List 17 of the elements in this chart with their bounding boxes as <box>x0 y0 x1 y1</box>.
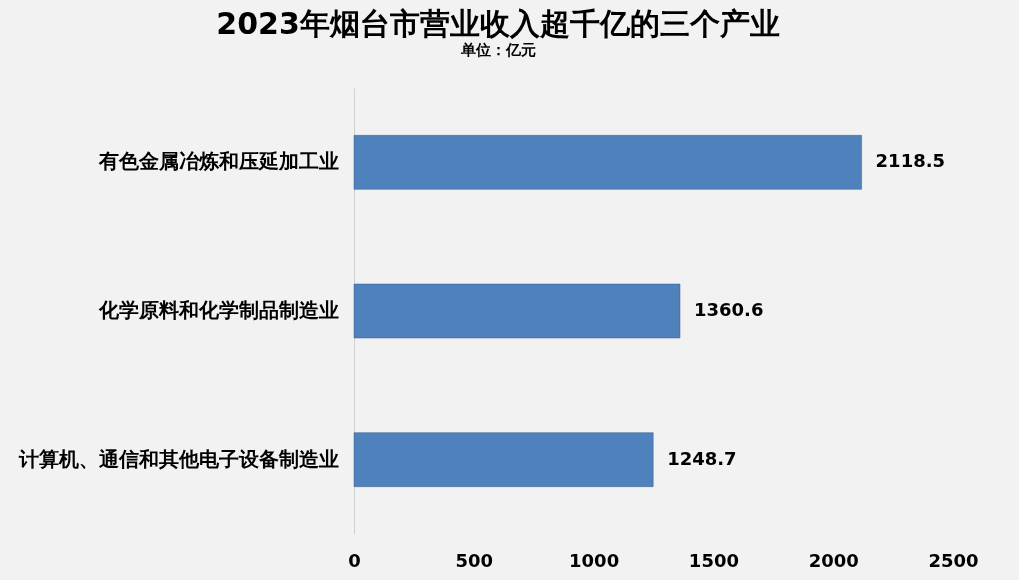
x-tick-label: 1000 <box>569 549 620 571</box>
chart-title: 2023年烟台市营业收入超千亿的三个产业 <box>216 6 780 41</box>
bar <box>353 432 654 487</box>
bar <box>353 135 862 190</box>
x-tick-label: 500 <box>455 549 494 571</box>
data-label: 2118.5 <box>875 150 946 172</box>
x-tick-label: 0 <box>348 549 361 571</box>
x-tick-label: 2000 <box>808 549 859 571</box>
x-tick-label: 1500 <box>688 549 739 571</box>
data-label: 1360.6 <box>694 299 764 320</box>
data-label: 1248.7 <box>667 447 737 469</box>
y-tick-label: 有色金属冶炼和压延加工业 <box>97 149 339 174</box>
bar <box>353 283 681 339</box>
x-tick-label: 2500 <box>928 549 979 571</box>
y-tick-label: 计算机、通信和其他电子设备制造业 <box>17 446 339 471</box>
chart-subtitle: 单位：亿元 <box>459 41 536 59</box>
y-tick-label: 化学原料和化学制品制造业 <box>97 298 339 322</box>
